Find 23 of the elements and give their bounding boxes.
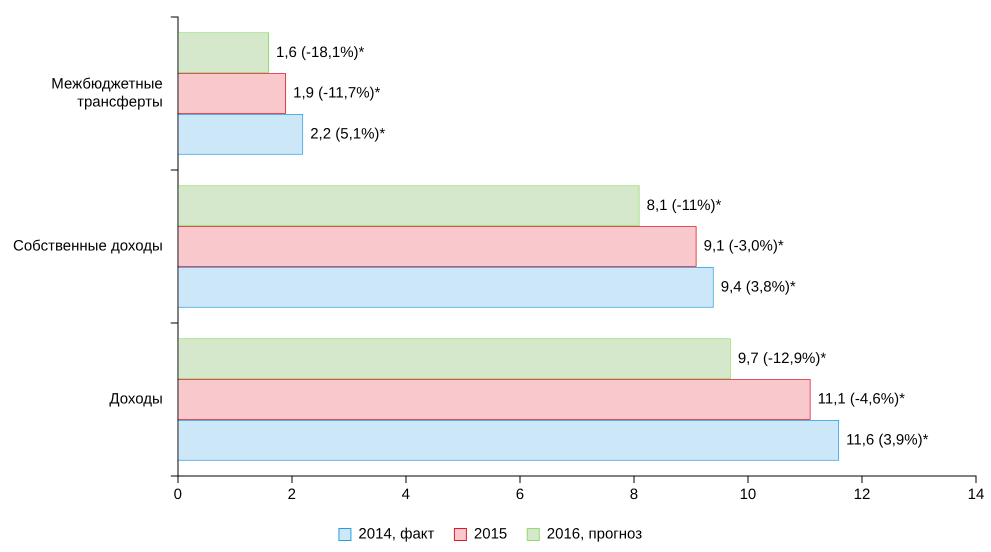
legend-label: 2015 — [474, 526, 508, 543]
data-label: 8,1 (-11%)* — [646, 196, 722, 214]
x-tick-label: 0 — [174, 486, 182, 504]
data-label: 1,6 (-18,1%)* — [276, 44, 365, 61]
data-label: 9,1 (-3,0%)* — [704, 238, 784, 255]
legend-label: 2014, факт — [358, 526, 435, 543]
legend-label: 2016, прогноз — [546, 526, 642, 543]
data-label: 11,6 (3,9%)* — [846, 431, 929, 448]
x-tick-label: 12 — [854, 486, 870, 504]
x-tick-label: 4 — [402, 486, 410, 504]
x-tick-label: 10 — [740, 486, 756, 504]
x-tick-label: 8 — [630, 486, 638, 504]
x-tick-label: 2 — [288, 486, 296, 504]
y-tick-label: Межбюджетные трансферты — [51, 76, 163, 111]
data-label: 2,2 (5,1%)* — [310, 125, 386, 142]
y-tick-label: Собственные доходы — [12, 238, 163, 255]
data-label: 11,1 (-4,6%)* — [818, 390, 906, 408]
y-tick-label: Доходы — [109, 390, 163, 408]
data-label: 1,9 (-11,7%)* — [293, 84, 381, 102]
x-tick-label: 6 — [516, 486, 524, 504]
data-label: 9,4 (3,8%)* — [720, 278, 796, 296]
data-label: 9,7 (-12,9%)* — [738, 350, 826, 367]
x-tick-label: 14 — [968, 486, 984, 504]
